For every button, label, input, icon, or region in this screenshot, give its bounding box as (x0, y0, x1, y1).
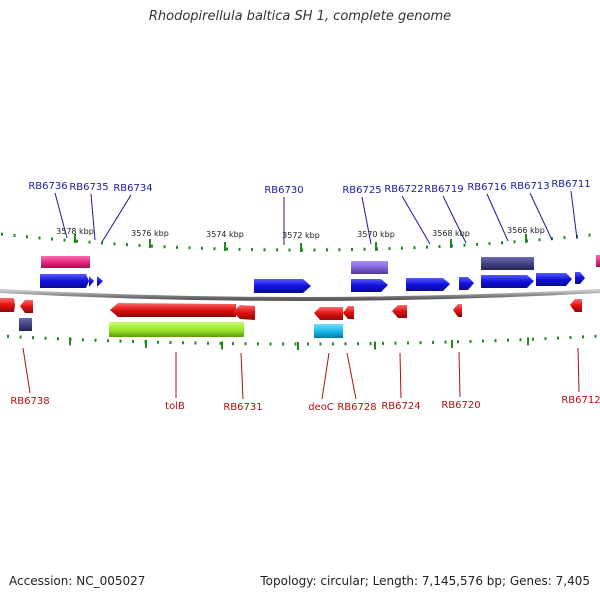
gene-arrow-rb6725[interactable] (351, 279, 388, 292)
feature-pink-edge[interactable] (596, 255, 600, 267)
genome-backbone (0, 289, 600, 301)
gene-label-rb6735[interactable]: RB6735 (69, 182, 108, 193)
feature-slate-rb6738[interactable] (19, 318, 32, 331)
gene-label-rb6724[interactable]: RB6724 (381, 401, 420, 412)
label-leader-line (54, 192, 68, 239)
gene-label-rb6716[interactable]: RB6716 (467, 182, 506, 193)
gene-label-rb6725[interactable]: RB6725 (342, 185, 381, 196)
label-leader-line (570, 190, 578, 240)
scale-label: 3568 kbp (432, 229, 470, 238)
gene-label-rb6734[interactable]: RB6734 (113, 183, 152, 194)
gene-label-rb6722[interactable]: RB6722 (384, 184, 423, 195)
gene-arrow-rb6730[interactable] (254, 279, 311, 293)
label-leader-line (486, 193, 509, 242)
gene-label-rb6711[interactable]: RB6711 (551, 179, 590, 190)
gene-arrow-rb6724[interactable] (392, 305, 407, 318)
gene-label-deoc[interactable]: deoC (308, 402, 334, 413)
scale-label: 3566 kbp (507, 226, 545, 235)
gene-label-rb6736[interactable]: RB6736 (28, 181, 67, 192)
scale-label: 3570 kbp (357, 230, 395, 239)
gene-arrow-rb6728[interactable] (343, 306, 354, 319)
gene-label-rb6713[interactable]: RB6713 (510, 181, 549, 192)
label-leader-line (101, 194, 132, 243)
scale-label: 3574 kbp (206, 230, 244, 239)
gene-arrow-rb6711[interactable] (575, 272, 585, 284)
gene-arrow-rb6722[interactable] (406, 278, 450, 291)
feature-pink-rb6736[interactable] (41, 256, 90, 268)
feature-lime-tolb[interactable] (109, 322, 244, 337)
page-title: Rhodopirellula baltica SH 1, complete ge… (148, 9, 452, 24)
gene-label-rb6719[interactable]: RB6719 (424, 184, 463, 195)
gene-label-rb6728[interactable]: RB6728 (337, 402, 376, 413)
label-leader-line (321, 352, 330, 400)
label-leader-line (401, 195, 431, 245)
gene-arrow-deoc[interactable] (314, 307, 343, 320)
gene-arrow-rb6712[interactable] (570, 299, 582, 312)
feature-slate-rb6716[interactable] (481, 257, 534, 270)
label-leader-line (577, 347, 580, 393)
gene-arrow-rb6713[interactable] (536, 273, 572, 286)
label-leader-line (458, 351, 461, 398)
gene-arrow-rb6738[interactable] (20, 300, 33, 313)
gene-arrow-rb6736[interactable] (40, 274, 89, 288)
accession-label: Accession: NC_005027 (9, 574, 146, 588)
gene-label-tolb[interactable]: tolB (165, 401, 185, 412)
feature-violet-rb6725[interactable] (351, 261, 388, 274)
label-leader-line (22, 347, 31, 394)
gene-label-rb6730[interactable]: RB6730 (264, 185, 303, 196)
label-leader-line (529, 192, 553, 241)
gene-arrow-rb6738-edge[interactable] (0, 298, 15, 312)
label-leader-line (361, 196, 372, 245)
gene-arrow-rb6719[interactable] (459, 277, 474, 290)
gene-label-rb6731[interactable]: RB6731 (223, 402, 262, 413)
label-leader-line (240, 352, 244, 400)
gene-arrow-rb6734[interactable] (97, 276, 103, 287)
label-leader-line (399, 352, 402, 399)
scale-label: 3576 kbp (131, 229, 169, 238)
gene-arrow-rb6716[interactable] (481, 275, 534, 288)
label-leader-line (346, 352, 357, 400)
scale-label: 3578 kbp (56, 227, 94, 236)
gene-arrow-rb6731[interactable] (233, 305, 255, 320)
scale-label: 3572 kbp (282, 231, 320, 240)
gene-arrow-rb6720[interactable] (453, 304, 462, 317)
gene-label-rb6738[interactable]: RB6738 (10, 396, 49, 407)
gene-arrow-rb6735[interactable] (89, 276, 94, 287)
gene-label-rb6720[interactable]: RB6720 (441, 400, 480, 411)
genome-summary: Topology: circular; Length: 7,145,576 bp… (260, 574, 590, 588)
gene-label-rb6712[interactable]: RB6712 (561, 395, 600, 406)
label-leader-line (442, 195, 467, 244)
feature-cyan-deoc[interactable] (314, 324, 343, 338)
label-leader-line (90, 193, 96, 241)
gene-arrow-tolb[interactable] (110, 303, 236, 317)
